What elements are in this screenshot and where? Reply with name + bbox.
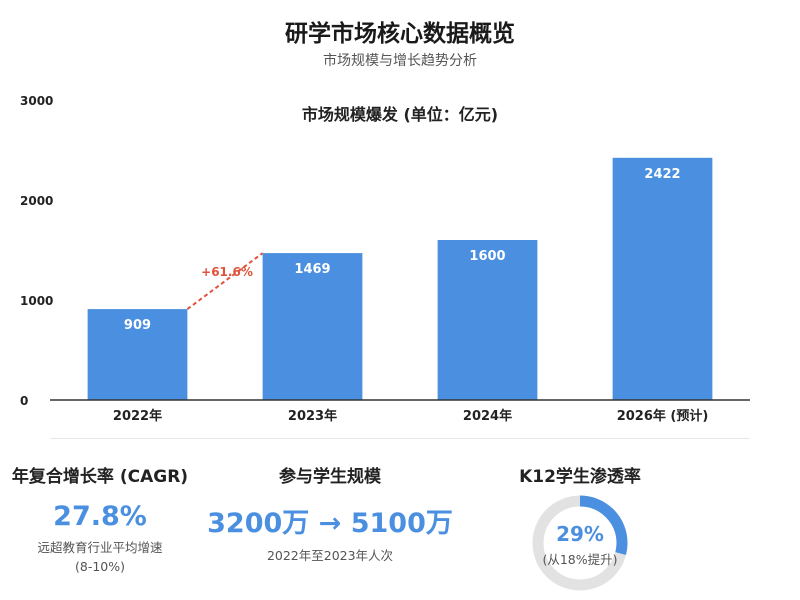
stat-k12-title: K12学生渗透率: [519, 467, 641, 487]
stat-scale-desc: 2022年至2023年人次: [266, 548, 394, 563]
page-title: 研学市场核心数据概览: [285, 21, 515, 47]
y-tick-label: 1000: [20, 294, 53, 308]
growth-annotation-line: [186, 252, 264, 310]
stat-cagr-desc-line2: (8-10%): [75, 559, 125, 574]
stat-cagr-desc: 远超教育行业平均增速 (8-10%): [0, 538, 200, 576]
stat-k12-card: K12学生渗透率 29% (从18%提升): [500, 462, 660, 593]
k12-donut: 29% (从18%提升): [530, 493, 630, 593]
stat-cagr-desc-line1: 远超教育行业平均增速: [37, 540, 163, 555]
k12-donut-note: (从18%提升): [542, 552, 618, 567]
x-tick-label: 2023年: [288, 408, 337, 424]
stat-scale-value: 3200万 → 5100万: [207, 508, 453, 539]
page-subtitle: 市场规模与增长趋势分析: [323, 53, 477, 69]
k12-donut-value: 29%: [556, 522, 604, 546]
x-tick-label: 2024年: [463, 408, 512, 424]
bar-3: [437, 240, 538, 400]
growth-annotation-label: +61.6%: [201, 265, 253, 279]
k12-donut-ring: [532, 495, 628, 591]
bar-2: [262, 253, 363, 400]
section-divider: [50, 438, 750, 439]
bar-data-label: 2422: [644, 167, 680, 182]
stat-cagr-card: 年复合增长率 (CAGR) 27.8% 远超教育行业平均增速 (8-10%): [0, 462, 200, 576]
bar-data-label: 909: [124, 318, 151, 333]
stat-student-scale-card: 参与学生规模 3200万 → 5100万 2022年至2023年人次: [200, 462, 460, 565]
market-size-bar-chart: 市场规模爆发 (单位：亿元) 0 1000 2000 3000 909 2022年 1469 2…: [20, 94, 750, 424]
bar-4: [612, 157, 713, 400]
stat-scale-title: 参与学生规模: [279, 467, 381, 487]
bar-1: [87, 309, 188, 400]
stat-cagr-title: 年复合增长率 (CAGR): [11, 467, 189, 487]
stat-cagr-value: 27.8%: [53, 501, 147, 532]
k12-donut-arc: [532, 495, 628, 591]
chart-title: 市场规模爆发 (单位：亿元): [302, 105, 498, 124]
y-tick-label: 3000: [20, 94, 53, 108]
bar-data-label: 1600: [469, 249, 505, 264]
y-tick-label: 0: [20, 394, 28, 408]
y-tick-label: 2000: [20, 194, 53, 208]
x-tick-label: 2026年 (预计): [617, 408, 709, 424]
bar-data-label: 1469: [294, 262, 330, 277]
x-tick-label: 2022年: [113, 408, 162, 424]
